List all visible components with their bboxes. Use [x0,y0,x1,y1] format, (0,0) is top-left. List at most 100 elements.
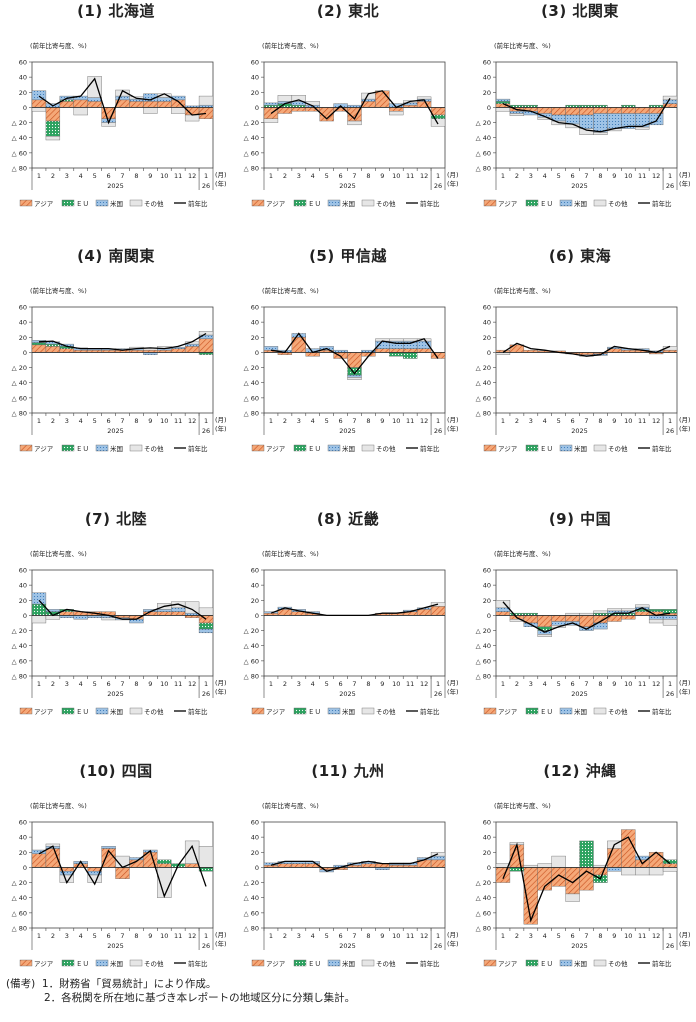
legend-other-label: その他 [144,959,164,968]
x-tick-label: 5 [557,680,561,688]
bar-eu [648,609,664,612]
plot-frame [31,306,214,414]
bar-asia [171,348,186,353]
bar-other [347,377,362,380]
bar-asia [87,867,102,872]
y-tick-label: 20 [251,597,259,605]
x-tick-label: 10 [160,932,168,940]
bar-other [101,617,116,621]
year-label: 26 [434,690,442,698]
x-unit-month: (月) [679,171,691,179]
legend-us-swatch [327,959,341,967]
legend-other-label: その他 [376,707,396,716]
bar-us [198,628,214,634]
y-tick-label: 40 [483,582,491,590]
bar-eu [157,859,172,864]
y-tick-label: 20 [19,334,27,342]
bar-us [157,609,172,612]
x-tick-label: 10 [160,680,168,688]
x-tick-label: 9 [612,172,616,180]
x-tick-label: 6 [571,172,575,180]
legend-us-label: 米国 [110,444,123,453]
x-tick-label: 3 [529,417,533,425]
legend-yoy-label: 前年比 [420,959,440,968]
bar-eu [31,342,47,346]
bar-us [662,99,678,104]
bar-us [648,113,664,126]
bar-asia [73,99,88,108]
y-tick-label: 0 [23,864,27,872]
legend-us-label: 米国 [342,444,355,453]
x-unit-year: (年) [679,687,691,696]
y-tick-label: 60 [19,819,27,827]
legend-other-swatch [129,707,143,715]
bar-us [347,374,362,378]
legend-eu-label: ＥＵ [540,200,553,208]
x-tick-label: 11 [638,680,646,688]
y-tick-label: △ 20 [244,119,259,127]
x-tick-label: 10 [392,932,400,940]
x-tick-label: 8 [598,172,602,180]
x-tick-label: 11 [406,417,414,425]
bar-other [662,95,678,101]
bar-other [184,601,200,614]
bar-us [263,102,279,106]
x-unit-month: (月) [679,416,691,424]
chart-title: (4) 南関東 [77,247,155,265]
x-tick-label: 1 [37,172,41,180]
x-tick-label: 2 [51,932,55,940]
x-tick-label: 5 [93,932,97,940]
x-tick-label: 3 [65,417,69,425]
plot-frame [263,306,446,414]
x-tick-label: 11 [406,680,414,688]
x-tick-label: 5 [557,932,561,940]
bar-asia [291,107,306,112]
x-tick-label: 1 [37,680,41,688]
bar-asia [565,615,580,622]
chart-title: (3) 北関東 [541,2,619,20]
year-label: 2025 [339,942,356,950]
y-tick-label: 40 [19,319,27,327]
y-tick-label: △ 20 [476,627,491,635]
legend-asia-swatch [19,444,33,452]
bar-asia [537,615,552,627]
legend-asia-swatch [483,959,497,967]
x-unit-year: (年) [447,939,459,948]
x-tick-label: 10 [392,680,400,688]
bar-other [635,126,650,130]
plot-frame [31,569,214,677]
x-unit-year: (年) [215,424,227,433]
yoy-line [38,844,207,899]
bar-other [648,867,664,876]
y-tick-label: 60 [251,819,259,827]
legend-eu-swatch [61,444,75,452]
legend-other-swatch [129,959,143,967]
x-tick-label: 5 [93,417,97,425]
y-tick-label: 20 [19,89,27,97]
y-tick-label: △ 80 [12,925,27,933]
chart-panel: (8) 近畿 (前年比寄与度、%) 60 40 20 0 △ 20 △ 40 △ 60 △ 80… [232,508,464,770]
x-tick-label: 12 [188,680,196,688]
bar-us [184,343,200,347]
y-tick-label: △ 60 [476,909,491,917]
bar-asia [31,344,47,353]
x-tick-label: 7 [584,417,588,425]
legend-asia-label: アジア [498,960,518,968]
year-label: 26 [202,427,210,435]
chart-panel: (2) 東北 (前年比寄与度、%) 60 40 20 0 △ 20 △ 40 △ 60 △ 80… [232,0,464,262]
x-tick-label: 1 [37,932,41,940]
x-tick-label: 9 [380,932,384,940]
y-axis-label: (前年比寄与度、%) [494,41,551,50]
y-tick-label: 0 [487,612,491,620]
x-tick-label: 9 [612,417,616,425]
yoy-line [38,599,207,620]
legend-us-label: 米国 [110,707,123,716]
bar-eu [403,352,418,359]
x-tick-label: 7 [352,417,356,425]
x-tick-label: 1 [501,417,505,425]
bar-eu [662,609,678,614]
bar-asia [551,107,566,116]
year-label: 26 [434,427,442,435]
